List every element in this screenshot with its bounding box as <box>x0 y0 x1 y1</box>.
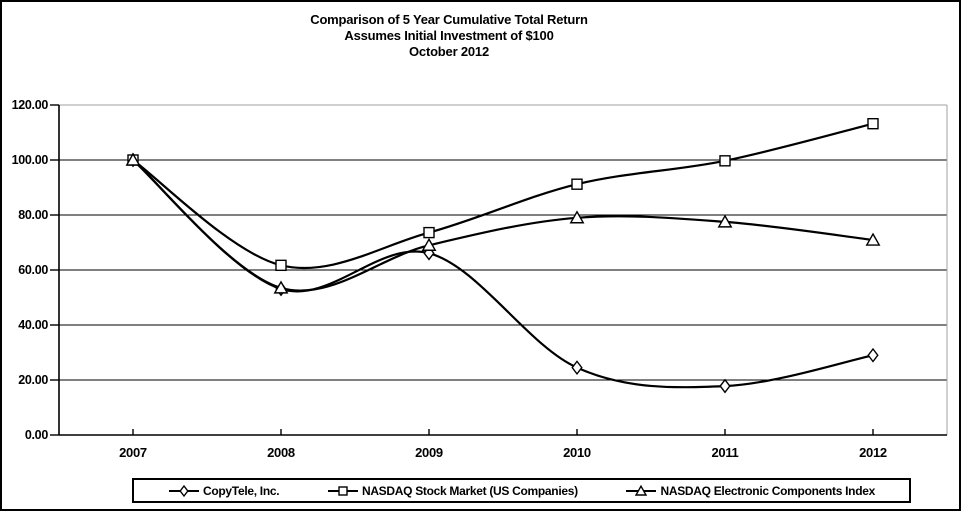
y-axis-tick-label: 60.00 <box>18 263 48 277</box>
diamond-marker <box>571 360 583 376</box>
square-marker <box>867 117 879 130</box>
chart-title-line1: Comparison of 5 Year Cumulative Total Re… <box>310 12 588 27</box>
triangle-marker <box>273 280 289 294</box>
legend-label-nasdaq-electronic-components: NASDAQ Electronic Components Index <box>660 483 875 498</box>
triangle-marker <box>865 232 881 246</box>
y-axis-tick-label: 20.00 <box>18 373 48 387</box>
triangle-marker <box>421 237 437 251</box>
chart-title-line3: October 2012 <box>409 44 489 59</box>
legend-entry-nasdaq-electronic-components: NASDAQ Electronic Components Index <box>625 484 875 498</box>
triangle-marker-icon <box>626 484 657 496</box>
triangle-marker <box>125 152 141 166</box>
diamond-marker <box>867 347 879 363</box>
triangle-marker <box>635 484 648 496</box>
x-axis-tick-label: 2012 <box>859 445 887 460</box>
square-marker <box>571 178 583 190</box>
y-axis-tick-label: 0.00 <box>25 428 48 442</box>
square-marker <box>423 226 435 239</box>
x-axis-tick-label: 2011 <box>711 445 738 460</box>
legend-entry-nasdaq-stock-market: NASDAQ Stock Market (US Companies) <box>327 484 578 498</box>
legend-entry-copytele: CopyTele, Inc. <box>168 483 280 498</box>
legend-label-copytele: CopyTele, Inc. <box>203 483 280 498</box>
triangle-marker <box>717 214 733 228</box>
x-axis-tick-label: 2008 <box>267 445 295 460</box>
series-line-square <box>131 122 875 270</box>
square-marker <box>275 259 287 272</box>
diamond-marker-icon <box>169 484 199 497</box>
square-marker-icon <box>327 485 358 496</box>
square-marker <box>719 155 731 167</box>
chart-title-line2: Assumes Initial Investment of $100 <box>344 28 554 43</box>
y-axis-tick-label: 80.00 <box>18 208 48 222</box>
y-axis-tick-label: 120.00 <box>12 98 49 112</box>
square-marker <box>338 485 348 496</box>
x-axis-tick-label: 2010 <box>563 445 591 460</box>
diamond-marker <box>719 378 731 394</box>
chart-title: Comparison of 5 Year Cumulative Total Re… <box>2 12 896 60</box>
y-axis-tick-label: 40.00 <box>18 318 48 332</box>
diamond-marker <box>179 484 189 497</box>
legend-label-nasdaq-stock-market: NASDAQ Stock Market (US Companies) <box>361 483 578 498</box>
legend: CopyTele, Inc. NASDAQ Stock Market (US C… <box>132 478 911 503</box>
series-line-diamond <box>131 158 875 389</box>
x-axis-tick-label: 2009 <box>415 445 443 460</box>
x-axis-tick-label: 2007 <box>119 445 147 460</box>
series-line-triangle <box>131 158 875 292</box>
y-axis-tick-label: 100.00 <box>12 153 49 167</box>
triangle-marker <box>569 210 585 224</box>
